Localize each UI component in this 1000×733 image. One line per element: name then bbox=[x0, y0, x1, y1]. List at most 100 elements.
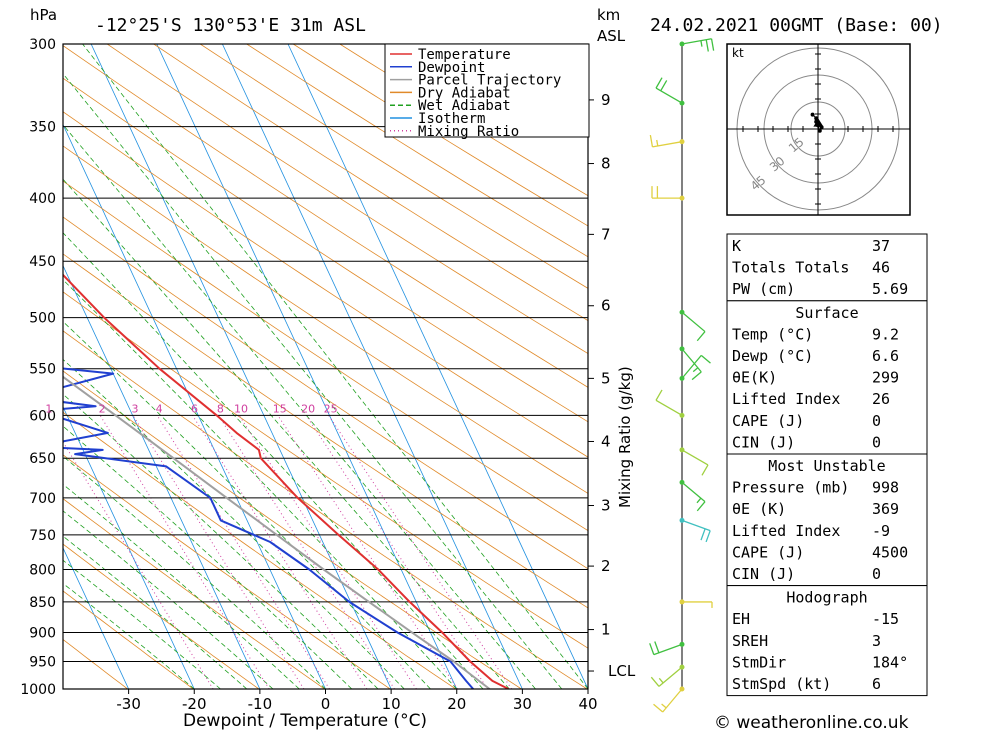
height-tick-label: LCL bbox=[608, 662, 636, 680]
wind-barb-feather bbox=[649, 643, 655, 655]
indices-row-value: 37 bbox=[872, 237, 890, 255]
x-tick-label: -10 bbox=[248, 695, 273, 713]
indices-row-label: CAPE (J) bbox=[732, 412, 804, 430]
x-tick-label: 10 bbox=[382, 695, 401, 713]
mixing-ratio-line bbox=[99, 415, 270, 689]
indices-row-value: 46 bbox=[872, 259, 890, 277]
hodograph-unit-label: kt bbox=[732, 46, 744, 60]
wet-adiabat-line bbox=[63, 279, 458, 689]
indices-row-label: SREH bbox=[732, 632, 768, 650]
indices-row-value: -9 bbox=[872, 522, 890, 540]
credit-footer[interactable]: © weatheronline.co.uk bbox=[714, 713, 909, 733]
height-tick-label: 7 bbox=[601, 225, 611, 243]
isotherm-line bbox=[63, 546, 129, 689]
wet-adiabat-line bbox=[63, 483, 300, 689]
dewpoint-line bbox=[63, 367, 474, 689]
wind-barb-feather bbox=[696, 331, 706, 342]
indices-section-box bbox=[726, 453, 928, 587]
pressure-tick-label: 350 bbox=[29, 120, 56, 136]
dry-adiabat-line bbox=[153, 44, 588, 322]
pressure-tick-label: 450 bbox=[29, 254, 56, 270]
wind-barb-staff bbox=[653, 643, 683, 656]
wind-barb-staff bbox=[681, 311, 706, 333]
mixing-ratio-line bbox=[238, 415, 417, 689]
dry-adiabat-line bbox=[63, 543, 260, 689]
wind-barb-staff bbox=[655, 399, 683, 416]
indices-section-title: Most Unstable bbox=[768, 457, 885, 475]
wind-barb-feather bbox=[705, 530, 711, 543]
indices-row-label: CAPE (J) bbox=[732, 543, 804, 561]
indices-row-value: 26 bbox=[872, 390, 890, 408]
dry-adiabat-line bbox=[63, 498, 325, 689]
height-tick-label: 1 bbox=[601, 621, 611, 639]
indices-section-title: Surface bbox=[795, 304, 858, 322]
wind-barb-feather bbox=[656, 139, 659, 147]
mixing-ratio-label: 1 bbox=[45, 402, 52, 415]
mixing-ratio-line bbox=[328, 415, 513, 689]
mixing-ratio-label: 3 bbox=[131, 402, 138, 415]
indices-row-label: Dewp (°C) bbox=[732, 347, 813, 365]
indices-row-value: 3 bbox=[872, 632, 881, 650]
km-unit-label: km bbox=[597, 6, 620, 24]
pressure-tick-label: 300 bbox=[29, 37, 56, 53]
indices-row-value: 0 bbox=[872, 565, 881, 583]
mixing-ratio-line bbox=[305, 415, 489, 689]
wind-barb-feather bbox=[655, 389, 663, 401]
indices-row-label: Temp (°C) bbox=[732, 325, 813, 343]
pressure-tick-label: 550 bbox=[29, 362, 56, 378]
datetime-title: 24.02.2021 00GMT (Base: 00) bbox=[650, 15, 943, 36]
hodograph-point bbox=[814, 116, 819, 121]
mixing-ratio-label: 4 bbox=[156, 402, 163, 415]
isotherm-line bbox=[63, 264, 261, 689]
height-tick-label: 9 bbox=[601, 91, 611, 109]
mixing-ratio-line bbox=[191, 415, 368, 689]
location-title: -12°25'S 130°53'E 31m ASL bbox=[95, 15, 366, 36]
indices-section-title: Hodograph bbox=[786, 589, 867, 607]
height-tick-label: 5 bbox=[601, 369, 611, 387]
wind-barb-feather bbox=[654, 641, 660, 653]
indices-row-value: 0 bbox=[872, 433, 881, 451]
indices-row-label: CIN (J) bbox=[732, 433, 795, 451]
wind-barb-feather bbox=[650, 676, 660, 687]
height-tick-label: 6 bbox=[601, 297, 611, 315]
mixing-ratio-line bbox=[277, 415, 459, 689]
mixing-ratio-axis-label: Mixing Ratio (g/kg) bbox=[616, 366, 634, 508]
pressure-tick-label: 400 bbox=[29, 191, 56, 207]
mixing-ratio-line bbox=[217, 415, 395, 689]
indices-row-label: θE(K) bbox=[732, 369, 777, 387]
height-tick-label: 8 bbox=[601, 155, 611, 173]
wind-barb-dot bbox=[679, 139, 685, 145]
legend-label: Dry Adiabat bbox=[418, 85, 511, 101]
dry-adiabat-line bbox=[63, 638, 128, 689]
mixing-ratio-label: 25 bbox=[324, 402, 338, 415]
wind-barb-dot bbox=[679, 664, 685, 670]
x-tick-label: 20 bbox=[447, 695, 466, 713]
indices-row-label: EH bbox=[732, 610, 750, 628]
indices-row-label: θE (K) bbox=[732, 500, 786, 518]
dry-adiabat-line bbox=[292, 44, 588, 227]
indices-row-label: Pressure (mb) bbox=[732, 479, 849, 497]
x-tick-label: 40 bbox=[578, 695, 597, 713]
wind-barb-dot bbox=[679, 686, 685, 692]
wind-barb-dot bbox=[679, 195, 685, 201]
indices-row-label: Lifted Index bbox=[732, 390, 840, 408]
mixing-ratio-line bbox=[132, 415, 305, 689]
wind-barb-staff bbox=[681, 481, 706, 503]
wind-barb-dot bbox=[679, 517, 685, 523]
pressure-tick-label: 600 bbox=[29, 408, 56, 424]
legend-label: Mixing Ratio bbox=[418, 124, 519, 140]
x-tick-label: 0 bbox=[321, 695, 331, 713]
wet-adiabat-line bbox=[63, 425, 353, 689]
wind-barb-dot bbox=[679, 447, 685, 453]
hodograph-point bbox=[817, 128, 822, 133]
indices-row-label: StmSpd (kt) bbox=[732, 675, 831, 693]
dry-adiabat-line bbox=[199, 44, 588, 289]
x-axis-label: Dewpoint / Temperature (°C) bbox=[183, 711, 427, 731]
dry-adiabat-line bbox=[63, 45, 588, 388]
wind-barb-feather bbox=[696, 497, 702, 504]
parcel-trajectory-line bbox=[63, 375, 491, 689]
legend-label: Parcel Trajectory bbox=[418, 73, 561, 89]
wind-barb-feather bbox=[696, 501, 706, 512]
x-tick-label: -30 bbox=[116, 695, 141, 713]
